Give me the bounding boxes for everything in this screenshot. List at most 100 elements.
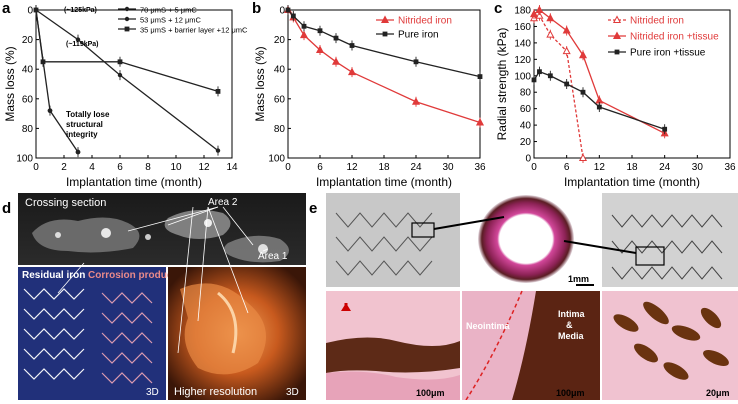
chart-c-data-point — [596, 104, 602, 110]
chart-c-series-line — [533, 9, 665, 134]
chart-a-xtick-label: 2 — [61, 162, 67, 173]
chart-c-xtick-label: 0 — [531, 162, 537, 173]
chart-a-xtick-label: 12 — [198, 162, 210, 173]
panel-d-images: Crossing section Area 2 Area 1 Residual … — [18, 193, 306, 400]
label-3d-b: 3D — [286, 387, 299, 398]
chart-a-series-line — [35, 9, 219, 152]
chart-b-data-point — [301, 23, 307, 29]
chart-a-data-point — [117, 72, 123, 78]
chart-a-legend-marker — [124, 16, 130, 22]
chart-a: 0 2 4 6 8 10 12 14 0 20 40 60 80 100 Implantation time… — [3, 5, 248, 189]
chart-b-xtick-label: 30 — [442, 162, 454, 173]
panel-a-letter: a — [2, 0, 11, 17]
chart-c-legend-marker — [612, 31, 622, 39]
chart-c-xtick-label: 36 — [724, 162, 736, 173]
label-scale-100b: 100μm — [556, 388, 585, 398]
chart-a-ytick-label: 0 — [27, 6, 33, 17]
chart-a-xlabel: Implantation time (month) — [66, 175, 202, 189]
chart-b-ytick-label: 100 — [268, 154, 285, 165]
chart-c-data-point — [535, 11, 544, 19]
chart-c-ytick-label: 140 — [514, 38, 531, 49]
chart-a-annotation: (~119kPa) — [66, 41, 99, 48]
chart-c-data-point — [546, 13, 555, 22]
chart-b-data-point — [349, 43, 355, 48]
chart-c-ytick-label: 180 — [514, 6, 531, 17]
stent-photo-right — [602, 193, 738, 287]
chart-a-xtick-label: 6 — [117, 162, 123, 173]
chart-c-ytick-label: 20 — [520, 137, 532, 148]
chart-b-data-point — [475, 117, 485, 126]
chart-b-data-point — [413, 59, 419, 65]
label-media: Media — [558, 331, 585, 341]
label-scale-20: 20μm — [706, 388, 730, 398]
chart-b-xlabel: Implantation time (month) — [316, 175, 452, 189]
chart-b-series-line — [287, 9, 481, 124]
chart-c-data-point — [547, 73, 553, 79]
chart-c-data-point — [537, 69, 542, 75]
chart-b-data-point — [411, 97, 421, 105]
chart-c-xtick-label: 6 — [564, 162, 570, 173]
chart-a-data-point — [75, 149, 81, 155]
chart-a-data-point — [40, 59, 46, 65]
chart-c-legend-marker — [612, 15, 622, 23]
chart-b-data-point — [347, 67, 357, 76]
chart-a-ylabel: Mass loss (%) — [3, 46, 17, 121]
label-3d-a: 3D — [146, 387, 159, 398]
histology-right — [602, 291, 738, 400]
chart-c-series-line — [533, 14, 584, 159]
chart-a-xtick-label: 0 — [33, 162, 39, 173]
chart-c-data-point — [531, 77, 537, 83]
label-higher-resolution: Higher resolution — [174, 386, 257, 398]
chart-b-data-point — [315, 45, 325, 53]
chart-b-data-point — [333, 35, 339, 41]
chart-a-data-point — [33, 7, 39, 13]
chart-a-xtick-label: 14 — [226, 162, 238, 173]
chart-c-legend-label: Pure iron +tissue — [630, 48, 706, 59]
chart-b: 0 6 12 18 24 30 36 0 20 40 60 80 100 Implantation tim… — [253, 5, 486, 189]
chart-c-ytick-label: 160 — [514, 22, 531, 33]
panel-e-images: 1mm 100μm Neointima Intima & Media 100μm… — [326, 193, 738, 400]
label-scale-100a: 100μm — [416, 388, 445, 398]
chart-b-data-point — [299, 30, 309, 39]
chart-b-xtick-label: 6 — [317, 162, 323, 173]
chart-c-data-point — [662, 126, 668, 132]
chart-c-xtick-label: 18 — [626, 162, 638, 173]
chart-a-data-point — [75, 37, 81, 42]
chart-c-data-point — [564, 81, 570, 87]
chart-b-xtick-label: 12 — [346, 162, 358, 173]
chart-a-annotation: structural — [66, 120, 103, 129]
chart-b-legend-label: Nitrided iron — [398, 16, 452, 27]
chart-a-legend-label: 53 μmS + 12 μmC — [140, 16, 202, 25]
chart-c-data-point — [578, 153, 588, 161]
panel-c-letter: c — [494, 0, 503, 17]
chart-c-ytick-label: 100 — [514, 71, 531, 82]
chart-a-series-line — [35, 9, 219, 93]
chart-b-data-point — [477, 74, 483, 79]
chart-b-legend-marker — [380, 15, 390, 23]
chart-a-legend-marker — [124, 6, 130, 12]
chart-b-data-point — [285, 7, 291, 13]
chart-a-annotation: integrity — [66, 130, 98, 139]
label-residual-iron: Residual iron — [22, 270, 85, 281]
chart-c-xtick-label: 12 — [594, 162, 606, 173]
chart-c-legend-marker — [614, 49, 620, 55]
chart-c-ylabel: Radial strength (kPa) — [495, 28, 509, 141]
chart-a-xtick-label: 10 — [170, 162, 182, 173]
chart-c-data-point — [529, 9, 539, 18]
chart-c-ytick-label: 60 — [520, 104, 532, 115]
chart-c-ytick-label: 40 — [520, 121, 532, 132]
label-intima: Intima — [558, 309, 585, 319]
panel-e-letter: e — [309, 200, 318, 217]
chart-a-ytick-label: 100 — [16, 154, 33, 165]
chart-c-xtick-label: 24 — [659, 162, 671, 173]
chart-a-data-point — [215, 89, 221, 94]
chart-c-data-point — [535, 5, 544, 13]
chart-b-ytick-label: 0 — [279, 6, 285, 17]
chart-b-ytick-label: 60 — [274, 94, 286, 105]
chart-b-ytick-label: 20 — [274, 35, 286, 46]
chart-a-data-point — [47, 108, 53, 114]
chart-a-ytick-label: 20 — [22, 35, 34, 46]
chart-c-xlabel: Implantation time (month) — [564, 175, 700, 189]
label-scale-1mm: 1mm — [568, 274, 589, 284]
chart-c-ytick-label: 0 — [525, 154, 531, 165]
